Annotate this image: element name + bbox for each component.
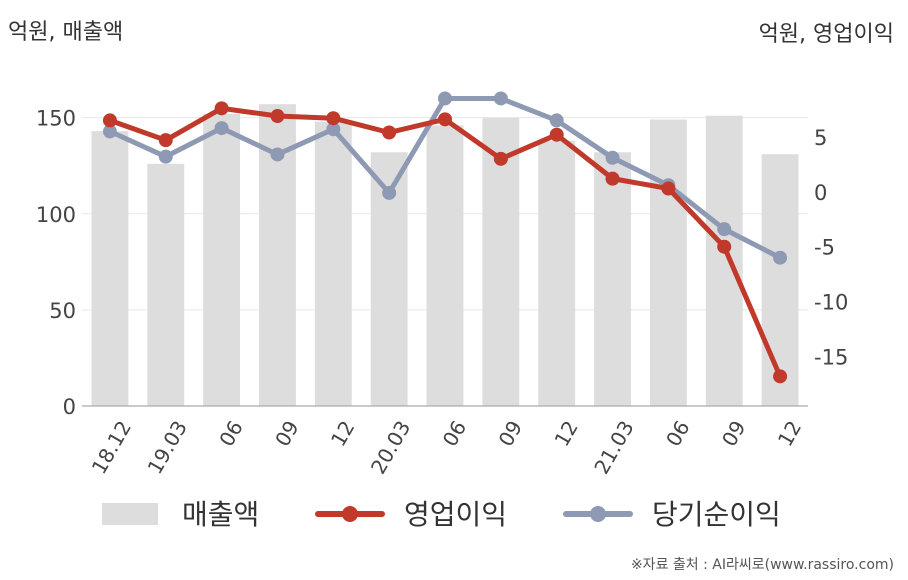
bar [761, 154, 799, 406]
x-tick-label: 18.12 [87, 417, 136, 479]
x-tick-label: 12 [326, 417, 360, 451]
bar [203, 113, 241, 407]
legend-label: 매출액 [182, 498, 259, 531]
line-series [102, 91, 788, 384]
data-point [214, 121, 229, 136]
y-left-tick-label: 50 [49, 299, 76, 323]
bar [314, 121, 352, 406]
legend-swatch [102, 503, 158, 525]
y-left-tick-label: 150 [36, 107, 76, 131]
x-tick-label: 09 [270, 417, 304, 451]
bar [147, 163, 185, 406]
legend-marker [342, 506, 358, 522]
x-tick-label: 12 [773, 417, 807, 451]
x-tick-label: 06 [214, 417, 248, 451]
data-point [158, 149, 173, 164]
data-point [493, 91, 508, 106]
bar [91, 131, 129, 406]
y-left-tick-label: 0 [63, 395, 76, 419]
y-left-tick-label: 100 [36, 203, 76, 227]
x-tick-label: 19.03 [143, 417, 192, 479]
bar-series [91, 104, 799, 407]
bar [538, 140, 576, 406]
x-tick-label: 20.03 [366, 417, 415, 479]
y-right-tick-label: -5 [814, 236, 835, 260]
x-tick-label: 09 [717, 417, 751, 451]
data-point [214, 101, 229, 116]
legend-marker [590, 506, 606, 522]
data-point [605, 171, 620, 186]
data-point [326, 111, 341, 126]
x-tick-label: 09 [494, 417, 528, 451]
y-right-tick-label: -15 [814, 346, 848, 370]
bar [705, 115, 743, 406]
y-right-tick-label: 0 [814, 181, 827, 205]
data-point [102, 113, 117, 128]
data-point [717, 222, 732, 237]
data-point [382, 125, 397, 140]
data-point [438, 91, 452, 106]
right-axis-unit-label: 억원, 영업이익 [758, 22, 894, 47]
x-tick-label: 06 [661, 417, 695, 451]
data-point [605, 150, 620, 165]
data-point [270, 147, 285, 162]
x-tick-label: 12 [549, 417, 583, 451]
legend-label: 당기순이익 [652, 498, 781, 531]
source-note: ※자료 출처 : AI라씨로(www.rassiro.com) [630, 557, 894, 573]
data-point [549, 127, 564, 142]
data-point [438, 112, 452, 127]
data-point [382, 185, 397, 200]
y-right-tick-label: 5 [814, 126, 827, 150]
bar [594, 152, 631, 406]
data-point [773, 250, 788, 265]
left-axis-unit-label: 억원, 매출액 [8, 20, 124, 45]
data-point [270, 109, 285, 124]
data-point [326, 122, 341, 137]
x-tick-label: 21.03 [589, 417, 638, 479]
data-point [102, 124, 117, 139]
data-point [773, 369, 788, 384]
legend-label: 영업이익 [404, 498, 507, 531]
data-point [158, 133, 173, 148]
y-right-tick-label: -10 [814, 291, 848, 315]
data-point [717, 239, 732, 254]
data-point [661, 181, 676, 196]
bar [426, 125, 464, 406]
legend: 매출액 영업이익 당기순이익 [102, 498, 781, 531]
data-point [493, 151, 508, 166]
x-tick-label: 06 [438, 417, 472, 451]
data-point [549, 113, 564, 128]
bar [649, 119, 687, 406]
